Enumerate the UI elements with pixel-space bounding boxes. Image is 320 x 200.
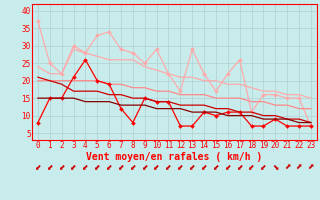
Text: ⬋: ⬋: [248, 162, 255, 171]
Text: ⬋: ⬋: [177, 162, 184, 171]
Text: ⬋: ⬋: [201, 162, 207, 171]
Text: ⬋: ⬋: [82, 162, 89, 171]
Text: ⬋: ⬋: [153, 162, 160, 171]
Text: ⬋: ⬋: [141, 162, 148, 171]
Text: ⬊: ⬊: [272, 162, 278, 171]
Text: ⬋: ⬋: [47, 162, 53, 171]
Text: ⬋: ⬋: [225, 162, 231, 171]
Text: ⬋: ⬋: [189, 162, 196, 171]
Text: ⬋: ⬋: [260, 162, 267, 171]
Text: ⬋: ⬋: [236, 162, 243, 171]
Text: ⬋: ⬋: [70, 162, 77, 171]
Text: ⬈: ⬈: [284, 162, 290, 171]
Text: ⬋: ⬋: [35, 162, 41, 171]
Text: ⬈: ⬈: [296, 162, 302, 171]
Text: ⬋: ⬋: [118, 162, 124, 171]
Text: ⬋: ⬋: [106, 162, 112, 171]
Text: ⬋: ⬋: [94, 162, 100, 171]
Text: ⬈: ⬈: [308, 162, 314, 171]
Text: ⬋: ⬋: [165, 162, 172, 171]
Text: ⬋: ⬋: [130, 162, 136, 171]
Text: ⬋: ⬋: [59, 162, 65, 171]
X-axis label: Vent moyen/en rafales ( km/h ): Vent moyen/en rafales ( km/h ): [86, 152, 262, 162]
Text: ⬋: ⬋: [213, 162, 219, 171]
